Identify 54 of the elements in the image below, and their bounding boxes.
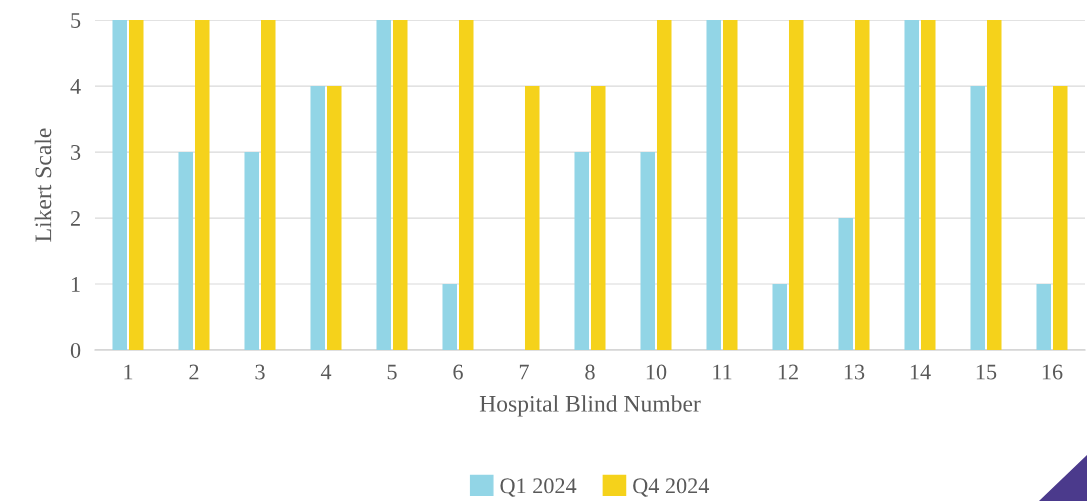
x-tick-label: 6 [453,364,463,380]
y-tick-label: 1 [71,277,80,292]
bar [128,20,144,350]
bar [904,20,920,350]
y-tick-label: 2 [70,210,80,226]
bar [772,284,788,350]
bar [260,20,276,350]
x-tick-label: 2 [189,364,199,380]
bar [854,20,870,350]
bar [194,20,210,350]
bar [590,86,606,350]
x-tick-label: 4 [320,364,332,380]
x-tick-label: 12 [778,364,798,380]
bar [112,20,128,350]
x-tick-label: 15 [976,364,997,380]
bar [178,152,194,350]
bar [524,86,540,350]
y-tick-label: 3 [71,144,81,160]
bar [706,20,722,350]
bar [722,20,738,350]
bar [376,20,392,350]
bar [656,20,672,350]
x-tick-label: 14 [910,364,931,380]
y-tick-label: 5 [71,13,81,28]
bar [458,20,474,350]
y-tick-label: 0 [70,342,81,358]
x-tick-label: 3 [255,364,265,380]
x-tick-label: 8 [585,364,595,380]
x-tick-label: 16 [1042,364,1063,380]
y-tick-label: 4 [70,79,81,94]
bar [244,152,260,350]
bar [1036,284,1052,350]
bar [970,86,986,350]
bar [442,284,458,350]
x-tick-label: 1 [124,364,133,380]
x-axis-title: Hospital Blind Number [479,395,701,417]
bar [310,86,326,350]
x-tick-label: 11 [713,364,732,380]
bar [326,86,342,350]
bar [574,152,590,350]
x-tick-label: 10 [646,364,667,380]
bar [1052,86,1068,350]
y-axis-title: Likert Scale [34,128,52,242]
bar [788,20,804,350]
x-tick-label: 7 [519,364,529,380]
bar [986,20,1002,350]
bar [640,152,656,350]
bar [392,20,408,350]
bar [920,20,936,350]
legend-label: Q1 2024 [500,478,577,497]
legend-label: Q4 2024 [633,478,710,497]
bar [838,218,854,350]
x-tick-label: 13 [844,364,865,380]
x-tick-label: 5 [387,364,397,380]
